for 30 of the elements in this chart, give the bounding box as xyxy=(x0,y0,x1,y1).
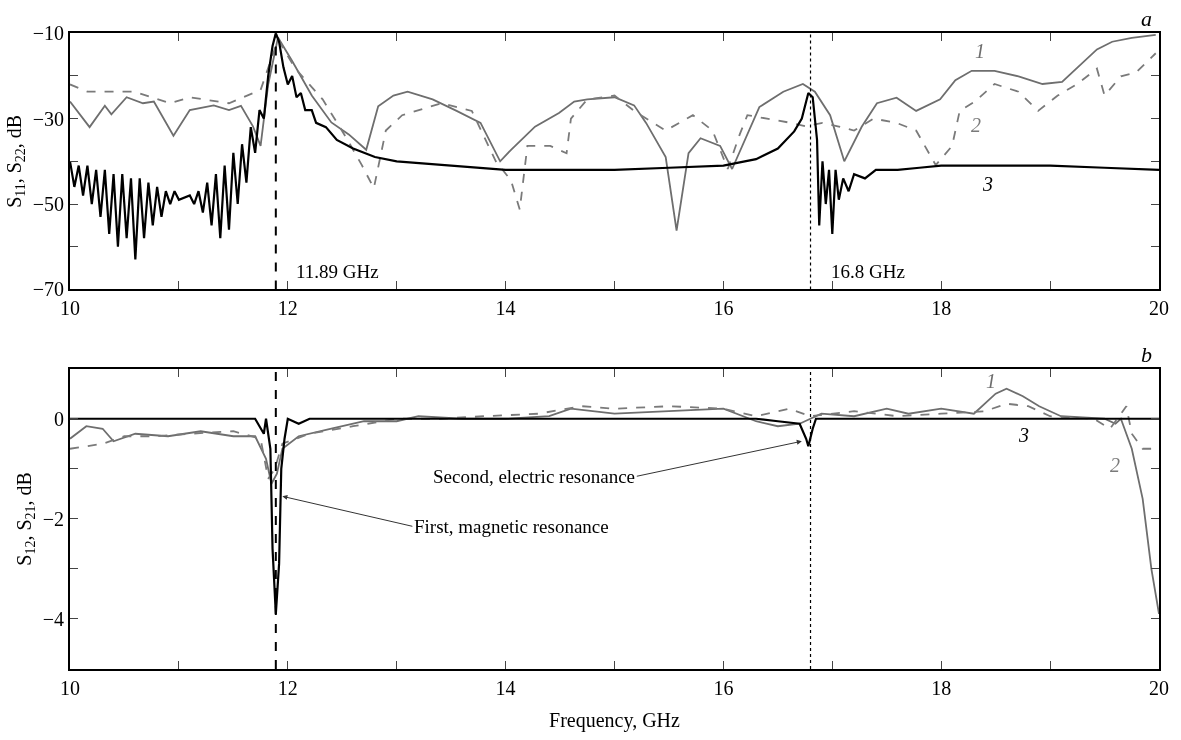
series-label: 3 xyxy=(1018,424,1029,446)
x-tick-label: 20 xyxy=(1149,297,1169,320)
y-tick-label: −10 xyxy=(32,22,64,45)
y-tick-label: −50 xyxy=(32,193,64,216)
y-tick-label: 0 xyxy=(54,407,64,430)
x-tick-label: 16 xyxy=(713,677,734,699)
text: b xyxy=(1141,342,1152,367)
x-tick-label: 20 xyxy=(1149,677,1169,699)
ref-line-label: 11.89 GHz xyxy=(296,261,379,282)
x-tick-label: 14 xyxy=(495,677,516,699)
text: a xyxy=(1141,6,1152,31)
y-tick-label: −2 xyxy=(42,507,64,530)
x-tick-label: 12 xyxy=(277,677,298,699)
x-axis-title: Frequency, GHz xyxy=(549,709,681,732)
annotation: First, magnetic resonance xyxy=(414,516,609,537)
series-label: 2 xyxy=(971,114,981,136)
x-tick-label: 12 xyxy=(277,297,298,320)
ref-line-label: 16.8 GHz xyxy=(831,261,905,282)
series-label: 2 xyxy=(1110,454,1120,476)
x-tick-label: 16 xyxy=(713,297,734,320)
annotation: Second, electric resonance xyxy=(433,466,636,487)
x-tick-label: 14 xyxy=(495,297,516,320)
series-label: 1 xyxy=(975,40,985,62)
series-label: 3 xyxy=(982,173,993,195)
x-tick-label: 10 xyxy=(60,677,80,699)
x-tick-label: 18 xyxy=(931,677,952,699)
y-tick-label: −30 xyxy=(32,107,64,130)
y-tick-label: −4 xyxy=(42,607,64,630)
x-tick-label: 18 xyxy=(931,297,952,320)
series-label: 1 xyxy=(986,370,996,392)
